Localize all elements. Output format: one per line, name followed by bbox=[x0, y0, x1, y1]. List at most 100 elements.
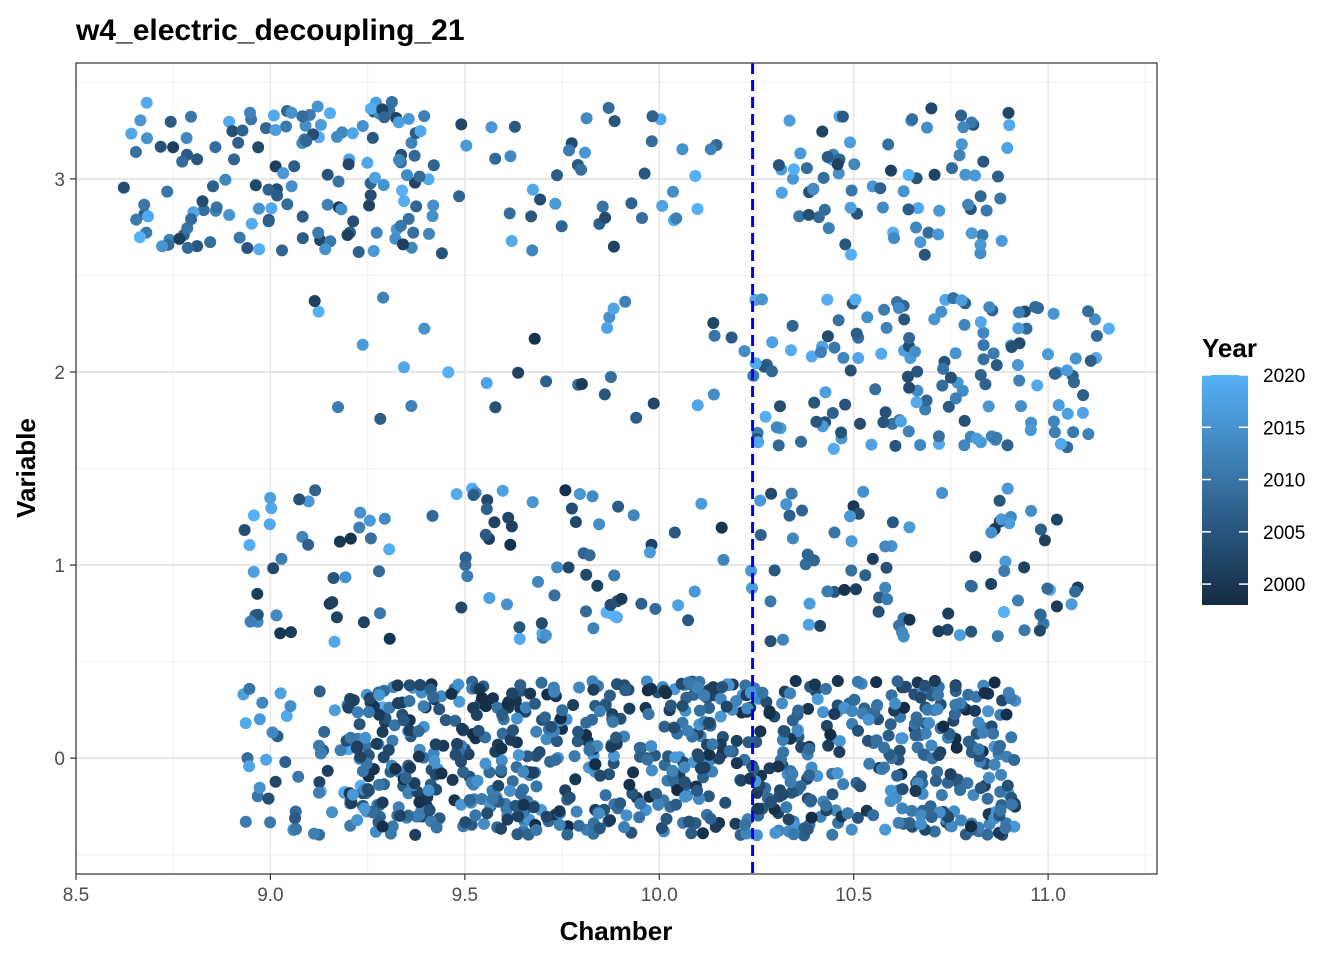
data-point bbox=[859, 569, 872, 582]
data-point bbox=[920, 394, 933, 407]
data-point bbox=[814, 346, 827, 359]
data-point bbox=[615, 592, 628, 605]
data-point bbox=[892, 302, 905, 314]
data-point bbox=[972, 743, 985, 756]
data-point bbox=[965, 625, 978, 638]
data-point bbox=[284, 700, 297, 713]
data-point bbox=[1068, 376, 1080, 389]
data-point bbox=[351, 706, 364, 719]
data-point bbox=[506, 687, 519, 700]
data-point bbox=[191, 153, 204, 166]
data-point bbox=[817, 706, 830, 719]
data-point bbox=[363, 692, 376, 705]
data-point bbox=[535, 676, 548, 689]
data-point bbox=[435, 767, 448, 780]
data-point bbox=[309, 484, 322, 497]
data-point bbox=[573, 488, 586, 500]
data-point bbox=[402, 212, 415, 225]
data-point bbox=[236, 124, 249, 137]
data-point bbox=[697, 771, 709, 784]
data-point bbox=[512, 810, 525, 823]
data-point bbox=[911, 715, 924, 728]
data-point bbox=[243, 539, 256, 551]
data-point bbox=[965, 580, 978, 593]
data-point bbox=[1002, 106, 1015, 119]
data-point bbox=[852, 352, 865, 364]
data-point bbox=[708, 329, 721, 342]
data-point bbox=[880, 321, 893, 334]
data-point bbox=[263, 518, 276, 531]
data-point bbox=[265, 502, 278, 515]
data-point bbox=[892, 816, 905, 829]
data-point bbox=[955, 109, 968, 122]
data-point bbox=[683, 815, 695, 828]
data-point bbox=[589, 758, 602, 771]
legend-ticks: 2000 2005 2010 2015 2020 bbox=[1202, 366, 1305, 596]
data-point bbox=[1050, 600, 1063, 613]
data-point bbox=[882, 138, 895, 151]
data-point bbox=[689, 170, 702, 182]
data-point bbox=[460, 139, 473, 152]
data-point bbox=[575, 378, 588, 390]
data-point bbox=[851, 811, 864, 824]
data-point bbox=[882, 729, 895, 742]
data-point bbox=[185, 213, 198, 226]
legend-label: 2005 bbox=[1263, 523, 1305, 544]
data-point bbox=[937, 720, 950, 733]
data-point bbox=[467, 489, 480, 501]
data-point bbox=[496, 708, 509, 721]
data-point bbox=[1082, 428, 1095, 441]
data-point bbox=[879, 581, 892, 594]
data-point bbox=[300, 135, 313, 147]
data-point bbox=[832, 314, 845, 327]
data-point bbox=[1076, 406, 1089, 419]
data-point bbox=[514, 679, 527, 692]
data-point bbox=[275, 552, 288, 565]
data-point bbox=[277, 167, 290, 180]
data-point bbox=[720, 700, 733, 713]
data-point bbox=[949, 680, 962, 693]
data-point bbox=[367, 245, 380, 257]
data-point bbox=[789, 675, 802, 687]
data-point bbox=[1067, 426, 1080, 439]
data-point bbox=[801, 548, 814, 561]
data-point bbox=[396, 184, 408, 197]
data-point bbox=[854, 780, 867, 793]
data-point bbox=[1024, 424, 1037, 437]
data-point bbox=[976, 229, 989, 242]
data-point bbox=[525, 210, 538, 223]
data-point bbox=[517, 798, 530, 811]
data-point bbox=[863, 757, 876, 770]
data-point bbox=[760, 696, 773, 708]
data-point bbox=[154, 140, 167, 153]
data-point bbox=[276, 244, 288, 257]
data-point bbox=[383, 543, 396, 556]
data-point bbox=[610, 731, 623, 744]
data-point bbox=[1065, 598, 1078, 611]
data-point bbox=[696, 827, 709, 840]
data-point bbox=[969, 704, 981, 717]
data-point bbox=[403, 724, 416, 737]
data-point bbox=[604, 371, 617, 383]
data-point bbox=[783, 114, 796, 127]
data-point bbox=[795, 435, 807, 448]
data-point bbox=[802, 208, 815, 221]
data-point bbox=[974, 369, 987, 381]
data-point bbox=[435, 247, 448, 260]
data-point bbox=[784, 687, 797, 700]
data-point bbox=[754, 529, 767, 541]
data-point bbox=[618, 821, 631, 834]
data-point bbox=[955, 294, 968, 307]
data-point bbox=[612, 500, 625, 513]
data-point bbox=[1061, 364, 1074, 377]
data-point bbox=[925, 739, 938, 752]
data-point bbox=[540, 733, 553, 746]
data-point bbox=[539, 629, 552, 642]
data-point bbox=[839, 238, 852, 251]
data-point bbox=[332, 175, 345, 188]
data-point bbox=[703, 702, 715, 714]
data-point bbox=[414, 125, 427, 138]
data-point bbox=[891, 769, 904, 782]
data-point bbox=[451, 737, 463, 750]
data-point bbox=[730, 757, 743, 770]
